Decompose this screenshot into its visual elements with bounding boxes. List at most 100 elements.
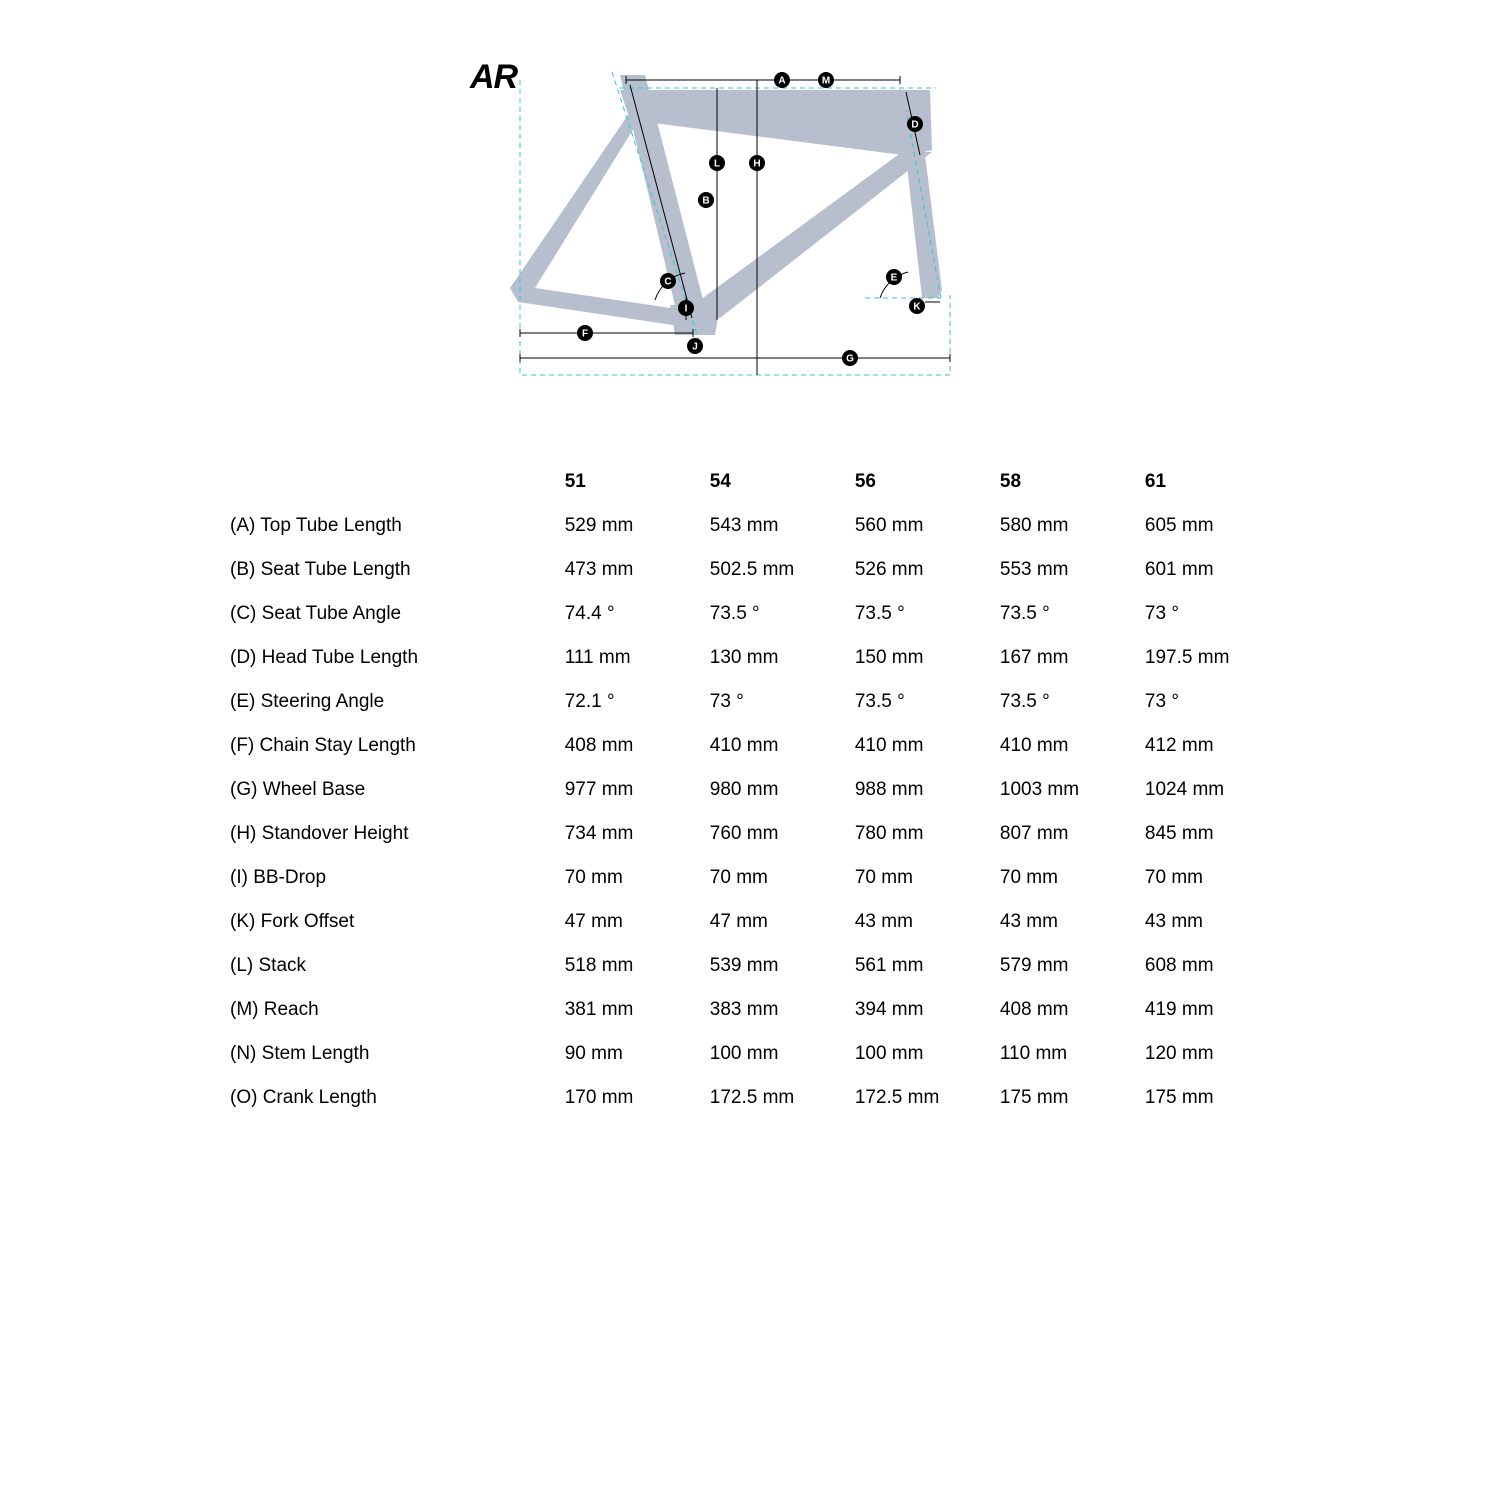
table-row: (E) Steering Angle72.1 °73 °73.5 °73.5 °… <box>230 680 1290 724</box>
cell-value: 560 mm <box>855 504 1000 548</box>
label-J-text: J <box>692 342 698 353</box>
table-row: (C) Seat Tube Angle74.4 °73.5 °73.5 °73.… <box>230 592 1290 636</box>
cell-value: 419 mm <box>1145 988 1290 1032</box>
cell-value: 74.4 ° <box>565 592 710 636</box>
cell-value: 394 mm <box>855 988 1000 1032</box>
label-M-text: M <box>822 76 830 87</box>
cell-value: 1003 mm <box>1000 768 1145 812</box>
cell-value: 73.5 ° <box>855 680 1000 724</box>
cell-value: 111 mm <box>565 636 710 680</box>
label-L-text: L <box>714 159 720 170</box>
row-label: (A) Top Tube Length <box>230 504 565 548</box>
cell-value: 120 mm <box>1145 1032 1290 1076</box>
cell-value: 43 mm <box>1145 900 1290 944</box>
label-F-text: F <box>582 329 588 340</box>
cell-value: 43 mm <box>1000 900 1145 944</box>
cell-value: 977 mm <box>565 768 710 812</box>
row-label: (B) Seat Tube Length <box>230 548 565 592</box>
cell-value: 43 mm <box>855 900 1000 944</box>
header-blank <box>230 460 565 504</box>
cell-value: 172.5 mm <box>710 1076 855 1120</box>
table-row: (N) Stem Length90 mm100 mm100 mm110 mm12… <box>230 1032 1290 1076</box>
cell-value: 70 mm <box>855 856 1000 900</box>
label-E-text: E <box>891 273 898 284</box>
cell-value: 47 mm <box>565 900 710 944</box>
label-C-text: C <box>664 277 671 288</box>
cell-value: 780 mm <box>855 812 1000 856</box>
cell-value: 73 ° <box>1145 592 1290 636</box>
table-row: (F) Chain Stay Length408 mm410 mm410 mm4… <box>230 724 1290 768</box>
row-label: (K) Fork Offset <box>230 900 565 944</box>
size-header: 51 <box>565 460 710 504</box>
cell-value: 175 mm <box>1000 1076 1145 1120</box>
table-row: (I) BB-Drop70 mm70 mm70 mm70 mm70 mm <box>230 856 1290 900</box>
cell-value: 175 mm <box>1145 1076 1290 1120</box>
cell-value: 408 mm <box>1000 988 1145 1032</box>
table-header-row: 51 54 56 58 61 <box>230 460 1290 504</box>
cell-value: 988 mm <box>855 768 1000 812</box>
geometry-table-wrap: 51 54 56 58 61 (A) Top Tube Length529 mm… <box>210 460 1290 1120</box>
cell-value: 73.5 ° <box>1000 592 1145 636</box>
cell-value: 579 mm <box>1000 944 1145 988</box>
table-row: (K) Fork Offset47 mm47 mm43 mm43 mm43 mm <box>230 900 1290 944</box>
table-row: (H) Standover Height734 mm760 mm780 mm80… <box>230 812 1290 856</box>
row-label: (D) Head Tube Length <box>230 636 565 680</box>
cell-value: 100 mm <box>710 1032 855 1076</box>
cell-value: 408 mm <box>565 724 710 768</box>
cell-value: 130 mm <box>710 636 855 680</box>
cell-value: 100 mm <box>855 1032 1000 1076</box>
cell-value: 539 mm <box>710 944 855 988</box>
cell-value: 70 mm <box>565 856 710 900</box>
cell-value: 580 mm <box>1000 504 1145 548</box>
table-row: (G) Wheel Base977 mm980 mm988 mm1003 mm1… <box>230 768 1290 812</box>
cell-value: 70 mm <box>1000 856 1145 900</box>
cell-value: 410 mm <box>710 724 855 768</box>
cell-value: 473 mm <box>565 548 710 592</box>
cell-value: 410 mm <box>1000 724 1145 768</box>
page-container: AR <box>210 0 1290 1120</box>
cell-value: 734 mm <box>565 812 710 856</box>
table-row: (L) Stack518 mm539 mm561 mm579 mm608 mm <box>230 944 1290 988</box>
cell-value: 73.5 ° <box>710 592 855 636</box>
label-B-text: B <box>702 196 709 207</box>
cell-value: 110 mm <box>1000 1032 1145 1076</box>
cell-value: 73 ° <box>710 680 855 724</box>
label-D-text: D <box>911 120 918 131</box>
cell-value: 760 mm <box>710 812 855 856</box>
cell-value: 170 mm <box>565 1076 710 1120</box>
table-row: (A) Top Tube Length529 mm543 mm560 mm580… <box>230 504 1290 548</box>
row-label: (O) Crank Length <box>230 1076 565 1120</box>
label-H-text: H <box>753 159 760 170</box>
row-label: (L) Stack <box>230 944 565 988</box>
size-header: 61 <box>1145 460 1290 504</box>
cell-value: 70 mm <box>710 856 855 900</box>
cell-value: 543 mm <box>710 504 855 548</box>
geometry-diagram: AR <box>470 50 1030 420</box>
cell-value: 1024 mm <box>1145 768 1290 812</box>
frame-svg: ABCDEFGHIJKLM <box>470 50 1030 420</box>
cell-value: 90 mm <box>565 1032 710 1076</box>
cell-value: 73 ° <box>1145 680 1290 724</box>
cell-value: 561 mm <box>855 944 1000 988</box>
cell-value: 412 mm <box>1145 724 1290 768</box>
row-label: (F) Chain Stay Length <box>230 724 565 768</box>
cell-value: 410 mm <box>855 724 1000 768</box>
table-row: (D) Head Tube Length111 mm130 mm150 mm16… <box>230 636 1290 680</box>
label-G-text: G <box>846 354 854 365</box>
cell-value: 167 mm <box>1000 636 1145 680</box>
cell-value: 502.5 mm <box>710 548 855 592</box>
cell-value: 608 mm <box>1145 944 1290 988</box>
geometry-table: 51 54 56 58 61 (A) Top Tube Length529 mm… <box>230 460 1290 1120</box>
model-name: AR <box>470 58 517 97</box>
cell-value: 980 mm <box>710 768 855 812</box>
cell-value: 381 mm <box>565 988 710 1032</box>
label-A-text: A <box>778 76 785 87</box>
cell-value: 526 mm <box>855 548 1000 592</box>
size-header: 56 <box>855 460 1000 504</box>
row-label: (H) Standover Height <box>230 812 565 856</box>
cell-value: 47 mm <box>710 900 855 944</box>
row-label: (E) Steering Angle <box>230 680 565 724</box>
table-row: (M) Reach381 mm383 mm394 mm408 mm419 mm <box>230 988 1290 1032</box>
size-header: 54 <box>710 460 855 504</box>
cell-value: 807 mm <box>1000 812 1145 856</box>
